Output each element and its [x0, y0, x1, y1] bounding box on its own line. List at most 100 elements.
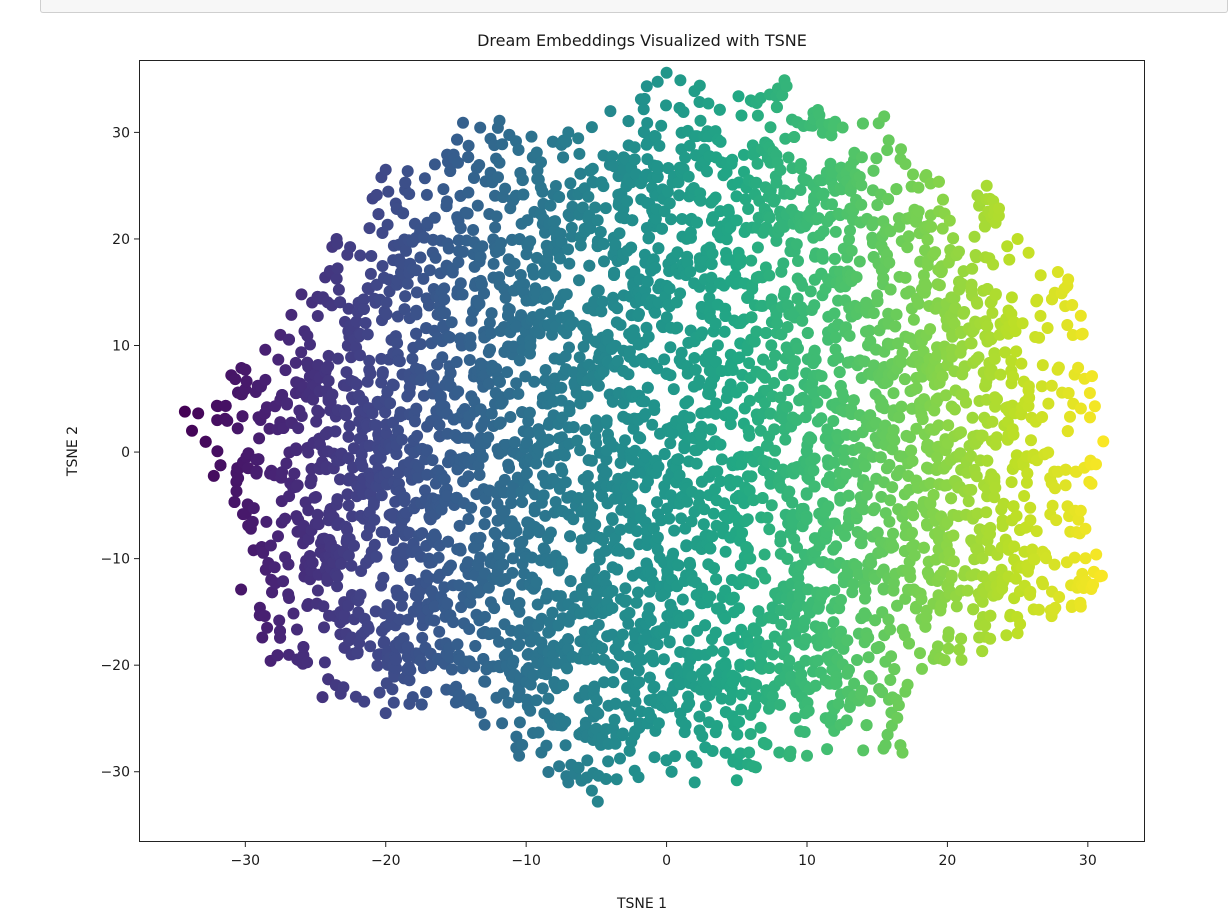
scatter-point — [679, 151, 692, 164]
scatter-point — [479, 610, 491, 623]
scatter-point — [456, 288, 469, 301]
scatter-point — [651, 75, 664, 88]
scatter-point — [438, 473, 451, 486]
scatter-point — [527, 669, 540, 682]
scatter-point — [827, 415, 840, 427]
scatter-point — [447, 616, 460, 629]
scatter-point — [711, 720, 723, 732]
scatter-point — [533, 526, 546, 539]
scatter-point — [705, 258, 718, 270]
scatter-point — [329, 425, 342, 438]
scatter-point — [503, 387, 516, 400]
scatter-point — [966, 411, 979, 424]
scatter-point — [451, 638, 464, 651]
scatter-point — [404, 664, 417, 677]
scatter-point — [730, 774, 743, 787]
scatter-point — [490, 362, 503, 375]
scatter-point — [802, 704, 815, 717]
scatter-point — [295, 288, 308, 301]
scatter-point — [399, 176, 412, 189]
scatter-point — [585, 454, 598, 467]
scatter-point — [714, 135, 727, 148]
scatter-point — [815, 370, 828, 383]
scatter-point — [775, 618, 788, 631]
scatter-point — [592, 618, 605, 631]
scatter-point — [611, 302, 624, 315]
scatter-point — [805, 432, 818, 445]
scatter-point — [549, 180, 562, 192]
scatter-point — [924, 323, 937, 336]
scatter-point — [596, 642, 608, 655]
scatter-point — [560, 135, 573, 148]
scatter-point — [418, 172, 431, 185]
scatter-point — [768, 423, 781, 436]
scatter-point — [475, 278, 488, 291]
scatter-point — [588, 680, 601, 693]
scatter-point — [387, 696, 400, 709]
scatter-point — [559, 715, 572, 728]
scatter-point — [559, 739, 572, 752]
scatter-point — [830, 540, 843, 553]
scatter-point — [476, 451, 489, 463]
scatter-point — [688, 776, 701, 789]
scatter-point — [611, 563, 624, 576]
scatter-point — [642, 330, 655, 343]
scatter-point — [907, 509, 920, 522]
scatter-point — [490, 210, 503, 223]
scatter-point — [497, 687, 510, 700]
scatter-point — [871, 199, 884, 211]
scatter-point — [253, 432, 266, 445]
scatter-point — [784, 745, 797, 758]
scatter-point — [454, 277, 467, 290]
scatter-point — [774, 164, 787, 176]
scatter-point — [334, 296, 347, 309]
scatter-point — [667, 547, 680, 560]
scatter-point — [710, 573, 723, 586]
scatter-point — [291, 623, 303, 636]
scatter-point — [335, 557, 348, 570]
scatter-point — [836, 121, 849, 134]
scatter-point — [779, 433, 792, 446]
scatter-point — [782, 384, 795, 396]
scatter-point — [694, 114, 707, 127]
scatter-point — [524, 340, 537, 352]
scatter-point — [384, 397, 397, 410]
scatter-point — [536, 682, 549, 695]
scatter-point — [674, 74, 687, 87]
scatter-point — [908, 549, 921, 562]
scatter-point — [513, 749, 526, 762]
scatter-point — [656, 222, 668, 235]
scatter-point — [701, 165, 713, 178]
scatter-point — [379, 163, 392, 176]
scatter-point — [280, 457, 293, 470]
scatter-point — [742, 202, 755, 215]
scatter-point — [882, 134, 895, 147]
scatter-point — [438, 282, 451, 295]
scatter-point — [467, 224, 480, 236]
scatter-point — [581, 470, 594, 482]
scatter-point — [945, 492, 958, 505]
scatter-point — [557, 679, 570, 692]
scatter-point — [689, 363, 702, 376]
scatter-point — [706, 644, 719, 657]
scatter-point — [347, 539, 360, 552]
scatter-point — [892, 699, 905, 712]
scatter-point — [705, 423, 717, 436]
scatter-point — [390, 653, 403, 666]
scatter-point — [817, 187, 830, 200]
scatter-point — [651, 531, 664, 544]
scatter-point — [574, 167, 587, 180]
scatter-point — [733, 715, 746, 728]
scatter-point — [228, 496, 241, 508]
scatter-point — [840, 714, 853, 727]
scatter-point — [351, 646, 364, 658]
scatter-point — [697, 518, 710, 531]
scatter-point — [464, 339, 477, 352]
scatter-point — [622, 368, 635, 381]
scatter-point — [503, 461, 515, 474]
scatter-point — [342, 302, 355, 315]
scatter-point — [474, 551, 487, 564]
scatter-point — [960, 396, 972, 409]
scatter-point — [591, 795, 604, 808]
